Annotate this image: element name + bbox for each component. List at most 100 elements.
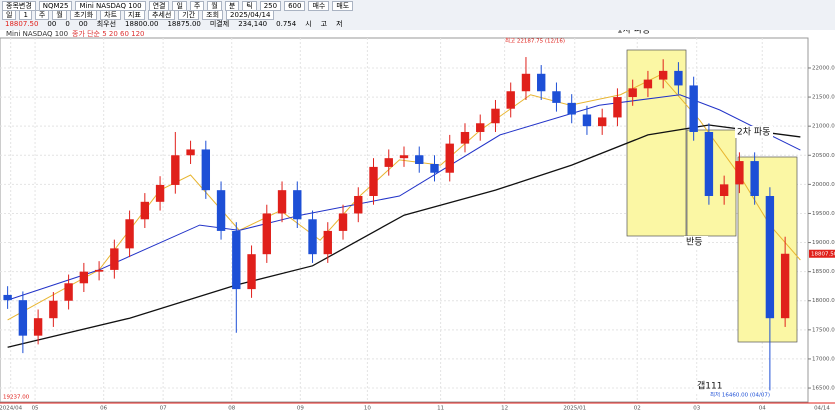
candle-body: [110, 248, 119, 270]
candle-body: [476, 123, 485, 132]
annotation: 2차 파동: [737, 126, 770, 138]
candle-body: [277, 190, 287, 214]
candle-body: [567, 102, 576, 115]
candle-body: [201, 149, 211, 191]
x-tick-label: 09: [297, 406, 304, 412]
toolbar-item[interactable]: 초기화: [69, 10, 98, 20]
toolbar-item[interactable]: 일: [2, 10, 17, 20]
y-tick-label: 16500.00: [812, 386, 835, 392]
toolbar-item[interactable]: 600: [284, 1, 306, 11]
candle-body: [765, 195, 775, 319]
y-tick-label: 20000.00: [812, 182, 835, 188]
candle-body: [643, 79, 653, 89]
candle-body: [628, 88, 637, 98]
candle-body: [582, 114, 592, 127]
candle-body: [262, 213, 271, 255]
x-tick-label: 10: [364, 406, 371, 412]
toolbar-item[interactable]: 조회: [202, 10, 224, 20]
annotation-bg: [735, 126, 773, 138]
x-tick-label: 04: [759, 406, 766, 412]
y-tick-label: 18500.00: [812, 269, 835, 275]
y-tick-label: 22000.00: [812, 65, 835, 71]
candle-body: [79, 271, 89, 284]
candle-body: [750, 161, 759, 196]
toolbar-item[interactable]: 지표: [124, 10, 145, 20]
chart: Mini NASDAQ 100 종가 단순 5 20 60 120 16500.00…: [0, 30, 835, 412]
candle-body: [247, 254, 256, 290]
candle-body: [3, 294, 12, 301]
candle-body: [155, 184, 165, 202]
candle-body: [33, 318, 43, 336]
left-label: 19237.00: [3, 395, 30, 401]
annotation: 갭111: [697, 380, 722, 392]
candle-body: [674, 70, 683, 86]
toolbar-item[interactable]: 차트: [100, 10, 122, 20]
annotation-bg: [615, 30, 653, 36]
candle-body: [216, 190, 226, 231]
candle-body: [537, 73, 546, 92]
toolbar-item[interactable]: 1: [19, 10, 32, 20]
chart-subtitle: 종가 단순 5 20 60 120: [72, 30, 145, 38]
annotation-bg: [695, 380, 733, 392]
candle-body: [18, 300, 28, 336]
candle-body: [64, 283, 73, 301]
toolbar: 종목변경 NQM25 Mini NASDAQ 100 연결 일 주 월 분 틱 250 600 매수 매…: [0, 0, 835, 31]
toolbar-item[interactable]: 월: [52, 10, 67, 20]
x-tick-label: 03: [693, 406, 700, 412]
chart-title: Mini NASDAQ 100: [6, 30, 68, 38]
y-tick-label: 20500.00: [812, 153, 835, 159]
y-tick-label: 17000.00: [812, 356, 835, 362]
x-tick-label: 07: [160, 406, 167, 412]
toolbar-item[interactable]: 기간: [178, 10, 200, 20]
candle-body: [369, 166, 378, 196]
candle-body: [506, 91, 515, 109]
x-end-label: 04/14: [814, 406, 830, 412]
toolbar-item: 최우선: [96, 20, 117, 28]
x-tick-label: 2025/01: [563, 406, 586, 412]
plot-frame: [0, 37, 809, 403]
y-tick-label: 17500.00: [812, 327, 835, 333]
candle-body: [384, 158, 393, 167]
candle-body: [445, 143, 454, 173]
low-label: 최저 16460.00 (04/07): [710, 391, 770, 399]
toolbar-item[interactable]: 주: [34, 10, 50, 20]
candle-body: [171, 155, 180, 185]
candle-body: [719, 184, 729, 196]
candle-body: [780, 253, 790, 319]
candle-body: [430, 163, 439, 173]
high-label: 최고 22187.75 (12/16): [505, 37, 565, 45]
toolbar-item: 18800.00: [125, 20, 159, 28]
toolbar-item: 저: [336, 20, 343, 28]
x-tick-label: 06: [100, 406, 107, 412]
y-tick-label: 21500.00: [812, 95, 835, 101]
x-tick-label: 2024/04: [0, 406, 23, 412]
x-tick-label: 05: [32, 406, 39, 412]
toolbar-item: 시: [305, 20, 312, 28]
x-tick-label: 11: [437, 406, 444, 412]
annotation-bg: [684, 236, 708, 248]
y-tick-label: 19000.00: [812, 240, 835, 246]
annotation: 1차 파동: [617, 30, 650, 36]
toolbar-item[interactable]: 종목변경: [2, 1, 36, 11]
toolbar-item[interactable]: 매수: [308, 1, 330, 11]
toolbar-item: 234,140: [238, 20, 268, 28]
toolbar-item[interactable]: 매도: [332, 1, 354, 11]
y-tick-label: 19500.00: [812, 211, 835, 217]
toolbar-item: 0: [65, 20, 70, 28]
toolbar-item[interactable]: 추세선: [147, 10, 176, 20]
candle-body: [186, 149, 195, 156]
toolbar-row: 일 1 주 월 초기화 차트 지표 추세선 기간 조회 2025/04/14: [2, 10, 275, 20]
candle-body: [613, 97, 622, 118]
candle-body: [415, 155, 424, 164]
toolbar-item: 18807.50: [5, 20, 39, 28]
toolbar-item: 고: [320, 20, 328, 28]
candle-body: [338, 213, 348, 231]
candle-body: [94, 269, 104, 272]
candle-body: [735, 161, 744, 185]
candle-body: [658, 70, 668, 80]
toolbar-row: 18807.50 00 0 00 최우선 18800.00 18875.00 미결제 234,1…: [2, 19, 346, 29]
toolbar-item[interactable]: 2025/04/14: [226, 10, 275, 20]
ma-line: [7, 124, 801, 348]
candle-body: [293, 190, 302, 220]
